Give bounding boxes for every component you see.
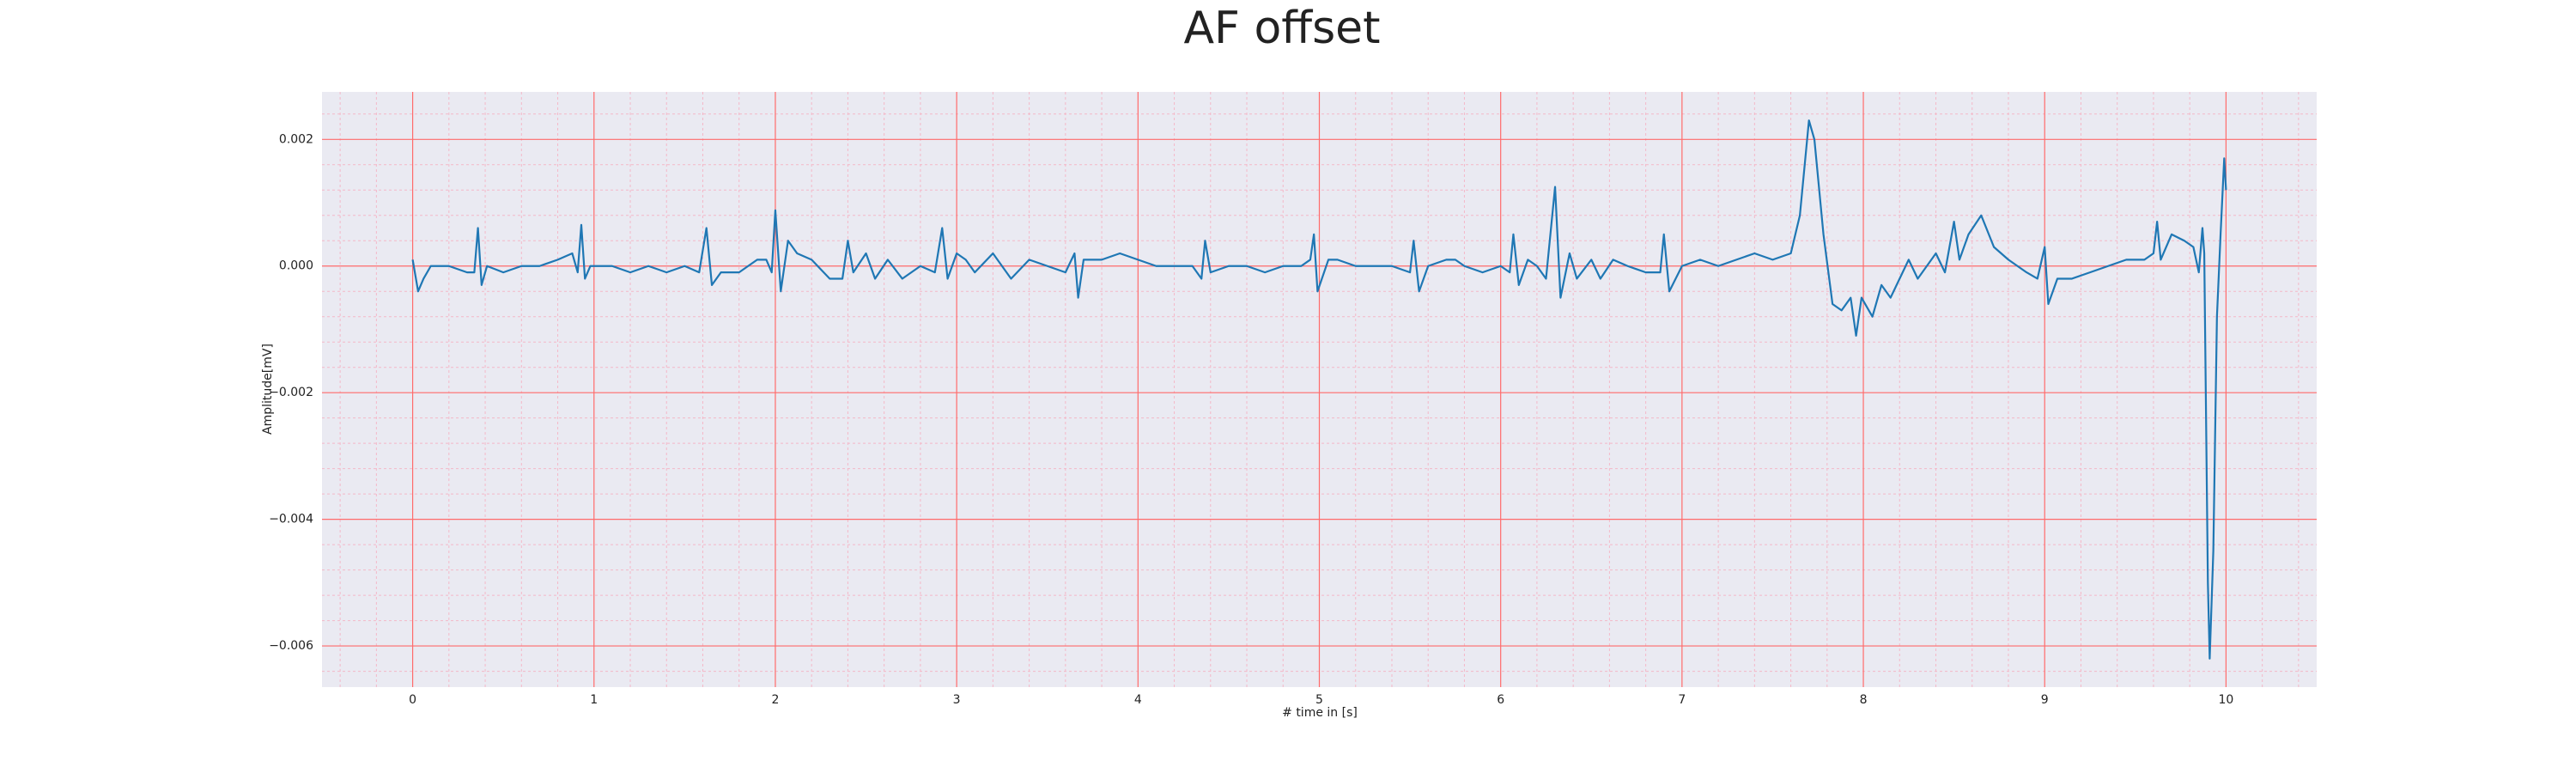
x-tick-label: 9 [2041,693,2049,707]
y-axis-label: Amplitude[mV] [261,344,275,435]
x-tick-label: 7 [1678,693,1686,707]
y-tick-label: −0.002 [269,386,313,399]
y-tick-label: 0.000 [279,259,313,273]
x-tick-label: 1 [590,693,598,707]
x-tick-label: 6 [1497,693,1504,707]
chart-title: AF offset [1183,3,1380,54]
x-tick-label: 8 [1860,693,1868,707]
x-tick-label: 5 [1315,693,1323,707]
x-axis-label: # time in [s] [1282,706,1358,720]
x-tick-label: 4 [1134,693,1142,707]
x-tick-label: 2 [771,693,779,707]
signal-line [411,119,2227,660]
y-tick-label: −0.006 [269,639,313,653]
x-tick-label: 0 [409,693,416,707]
y-tick-label: −0.004 [269,513,313,526]
x-tick-label: 3 [953,693,961,707]
x-tick-label: 10 [2218,693,2233,707]
y-tick-label: 0.002 [279,132,313,146]
